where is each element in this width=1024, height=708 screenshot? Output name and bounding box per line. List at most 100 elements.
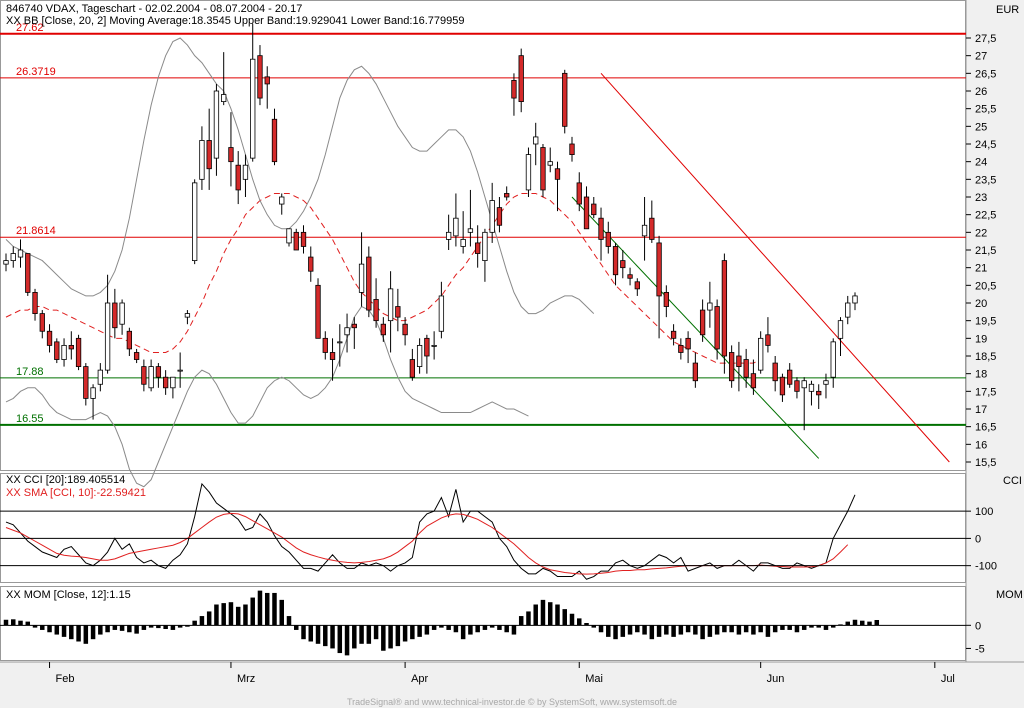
mom-bar xyxy=(780,625,785,630)
mom-bar xyxy=(359,625,364,644)
footer-credit: TradeSignal® and www.technical-investor.… xyxy=(347,697,677,707)
mom-bar xyxy=(562,609,567,626)
mom-bar xyxy=(867,621,872,626)
mom-bar xyxy=(3,619,9,626)
candle-body xyxy=(794,380,800,392)
mom-bar xyxy=(308,625,314,642)
candle-body xyxy=(141,366,147,385)
candle-body xyxy=(489,200,495,233)
price-tick-label: 24 xyxy=(975,157,987,169)
mom-bar xyxy=(344,625,350,656)
mom-bar xyxy=(279,599,284,626)
candle-body xyxy=(627,274,633,279)
price-tick-label: 27 xyxy=(975,51,987,63)
mom-bar xyxy=(511,625,517,635)
level-label: 27.62 xyxy=(16,22,44,34)
mom-bar xyxy=(199,616,205,626)
cci-tick-label: 0 xyxy=(975,533,981,545)
candle-body xyxy=(438,295,445,332)
time-tick-label: Mai xyxy=(585,673,603,685)
candle-body xyxy=(808,383,815,392)
candle-body xyxy=(707,302,713,311)
candle-body xyxy=(576,182,582,205)
candle-body xyxy=(612,246,619,276)
mom-bar xyxy=(533,604,538,626)
mom-bar xyxy=(584,623,589,626)
candle-body xyxy=(54,341,60,360)
price-tick-label: 27,5 xyxy=(975,33,996,45)
mom-bar xyxy=(838,624,843,626)
mom-bar xyxy=(105,625,110,633)
candle-body xyxy=(569,143,575,156)
mom-bar xyxy=(736,625,742,635)
candle-body xyxy=(547,161,553,166)
mom-bar xyxy=(656,625,662,637)
price-tick-label: 16,5 xyxy=(975,422,996,434)
mom-bar xyxy=(134,625,139,634)
mom-bar xyxy=(794,625,800,633)
candle-body xyxy=(409,359,416,378)
candle-body xyxy=(75,337,82,368)
mom-bar xyxy=(845,621,850,626)
mom-bar xyxy=(337,625,343,654)
mom-bar xyxy=(98,625,103,635)
candle-body xyxy=(308,256,314,272)
mom-bar xyxy=(192,620,197,626)
time-tick-label: Apr xyxy=(411,673,428,685)
candle-body xyxy=(467,228,474,233)
mom-bar xyxy=(250,597,255,626)
candle-body xyxy=(416,344,423,367)
price-tick-label: 17 xyxy=(975,404,987,416)
mom-bar xyxy=(243,604,248,626)
candle-body xyxy=(264,76,270,85)
price-tick-label: 21,5 xyxy=(975,245,996,257)
candle-body xyxy=(460,238,466,247)
candle-body xyxy=(162,376,169,389)
mom-bar xyxy=(664,625,669,635)
candle-body xyxy=(482,231,488,261)
candle-body xyxy=(475,242,481,254)
mom-bar xyxy=(163,625,168,630)
candle-body xyxy=(699,309,706,336)
mom-bar xyxy=(439,625,444,628)
candle-body xyxy=(177,369,183,372)
cci-pane-border xyxy=(0,473,966,583)
mom-bar xyxy=(475,625,480,633)
mom-bar xyxy=(424,625,430,635)
cci-sma-legend: XX SMA [CCI, 10]:-22.59421 xyxy=(6,487,146,499)
candle-body xyxy=(562,72,568,127)
candle-body xyxy=(329,352,336,360)
mom-bar xyxy=(228,602,234,626)
candle-body xyxy=(852,295,858,304)
candle-body xyxy=(68,344,74,350)
price-tick-label: 25,5 xyxy=(975,104,996,116)
candle-body xyxy=(271,118,278,163)
mom-bar xyxy=(141,625,147,630)
mom-bar xyxy=(170,625,176,630)
mom-bar xyxy=(40,625,45,630)
candle-body xyxy=(315,284,321,339)
price-tick-label: 20,5 xyxy=(975,280,996,292)
mom-bar xyxy=(801,625,807,630)
mom-bar xyxy=(112,625,118,630)
currency-label: EUR xyxy=(996,4,1019,16)
candle-body xyxy=(126,330,133,350)
mom-bar xyxy=(460,625,466,640)
mom-bar xyxy=(352,625,357,649)
mom-bar xyxy=(809,625,814,628)
candle-body xyxy=(286,228,292,244)
mom-bar xyxy=(714,625,720,635)
mom-bar xyxy=(330,625,335,649)
price-tick-label: 16 xyxy=(975,439,987,451)
mom-bar xyxy=(221,603,226,626)
time-tick-label: Jul xyxy=(941,673,955,685)
mom-bar xyxy=(860,620,865,626)
mom-bar xyxy=(700,625,705,640)
mom-bar xyxy=(751,625,756,635)
price-tick-label: 23,5 xyxy=(975,174,996,186)
mom-bar xyxy=(591,625,597,628)
mom-bar xyxy=(823,625,829,630)
candle-body xyxy=(192,182,198,261)
cci-tick-label: 100 xyxy=(975,506,993,518)
